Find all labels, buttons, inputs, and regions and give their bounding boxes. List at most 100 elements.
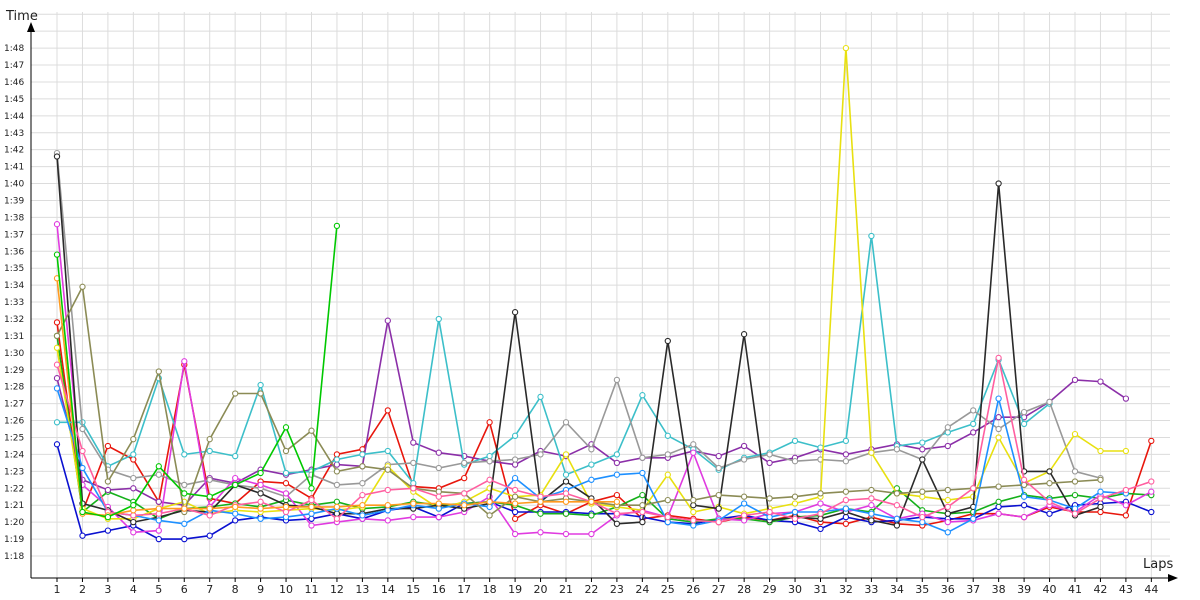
data-point (639, 392, 646, 399)
data-point (740, 331, 748, 338)
data-point (104, 486, 112, 494)
data-point (410, 500, 417, 507)
data-point (308, 503, 315, 511)
data-point (511, 493, 519, 500)
data-point (155, 463, 162, 470)
data-point (690, 496, 697, 504)
data-point (486, 419, 493, 426)
data-point (53, 319, 61, 326)
data-point (919, 446, 926, 453)
data-point (130, 529, 137, 536)
data-point (1071, 468, 1079, 475)
x-tick-label: 15 (406, 583, 420, 596)
data-point (715, 518, 722, 526)
y-tick-label: 1:37 (4, 230, 24, 240)
y-tick-label: 1:27 (4, 400, 24, 410)
data-point (995, 434, 1002, 441)
data-point (53, 441, 61, 448)
x-tick-label: 8 (232, 583, 239, 596)
data-point (1071, 491, 1079, 499)
data-point (333, 481, 341, 489)
x-axis-title: Laps (1143, 557, 1173, 572)
data-point (486, 498, 493, 505)
data-point (53, 251, 61, 258)
data-point (410, 485, 417, 492)
y-tick-label: 1:40 (4, 180, 24, 190)
x-tick-label: 27 (712, 583, 726, 596)
series-path (56, 225, 338, 518)
data-point (1071, 478, 1079, 485)
data-point (1020, 408, 1028, 416)
y-tick-label: 1:21 (4, 501, 24, 511)
data-point (740, 517, 748, 524)
x-tick-label: 34 (890, 583, 904, 596)
y-tick-label: 1:35 (4, 264, 24, 274)
data-point (53, 153, 61, 160)
x-tick-label: 41 (1068, 583, 1082, 596)
data-point (766, 513, 773, 521)
data-point (333, 503, 341, 511)
data-point (1122, 395, 1130, 402)
data-point (944, 442, 951, 450)
data-point (257, 469, 264, 477)
data-point (130, 436, 137, 443)
data-point (766, 459, 773, 467)
data-point (740, 500, 748, 507)
data-point (181, 505, 188, 512)
data-point (308, 510, 315, 517)
x-axis-arrow-icon (1168, 574, 1178, 582)
series-line (53, 222, 341, 521)
data-point (664, 518, 671, 526)
data-point (257, 490, 264, 497)
data-point (791, 458, 799, 465)
data-point (104, 478, 112, 485)
data-point (995, 180, 1002, 187)
data-point (919, 513, 926, 521)
x-tick-label: 11 (305, 583, 319, 596)
x-tick-label: 24 (635, 583, 649, 596)
y-tick-label: 1:34 (4, 281, 24, 291)
x-tick-labels: 1 2 3 4 5 6 7 8 9 10 11 12 13 14 15 16 17 18 19 20 21 22 23 24 2… (54, 583, 1159, 596)
x-tick-label: 29 (763, 583, 777, 596)
y-tick-label: 1:44 (4, 112, 24, 122)
data-point (1122, 486, 1130, 494)
data-point (308, 515, 315, 522)
series-path (56, 284, 1101, 517)
data-point (613, 510, 621, 517)
data-point (740, 512, 748, 519)
data-point (1148, 488, 1155, 495)
x-tick-label: 13 (355, 583, 369, 596)
data-point (511, 530, 519, 538)
data-point (944, 503, 951, 511)
data-point (588, 530, 595, 538)
data-point (639, 491, 646, 499)
data-point (868, 510, 875, 517)
data-point (435, 464, 442, 472)
data-point (206, 512, 213, 519)
data-point (664, 496, 671, 504)
data-point (181, 535, 188, 543)
data-point (791, 500, 799, 507)
data-point (333, 515, 341, 522)
data-point (613, 471, 621, 478)
data-point (842, 520, 850, 527)
data-point (181, 481, 188, 489)
data-point (79, 283, 86, 290)
data-point (1071, 376, 1079, 384)
data-point (944, 529, 951, 536)
data-point (1097, 503, 1104, 511)
axes (27, 22, 1178, 582)
data-point (664, 471, 671, 478)
data-point (893, 515, 901, 522)
data-point (995, 510, 1002, 517)
data-point (511, 508, 519, 516)
data-point (257, 505, 264, 512)
y-axis-arrow-icon (27, 22, 35, 32)
data-point (639, 454, 646, 461)
x-tick-label: 12 (330, 583, 344, 596)
data-point (461, 459, 468, 467)
data-point (232, 452, 239, 460)
series-line (53, 232, 1053, 487)
data-point (359, 512, 366, 519)
data-point (1097, 476, 1104, 483)
